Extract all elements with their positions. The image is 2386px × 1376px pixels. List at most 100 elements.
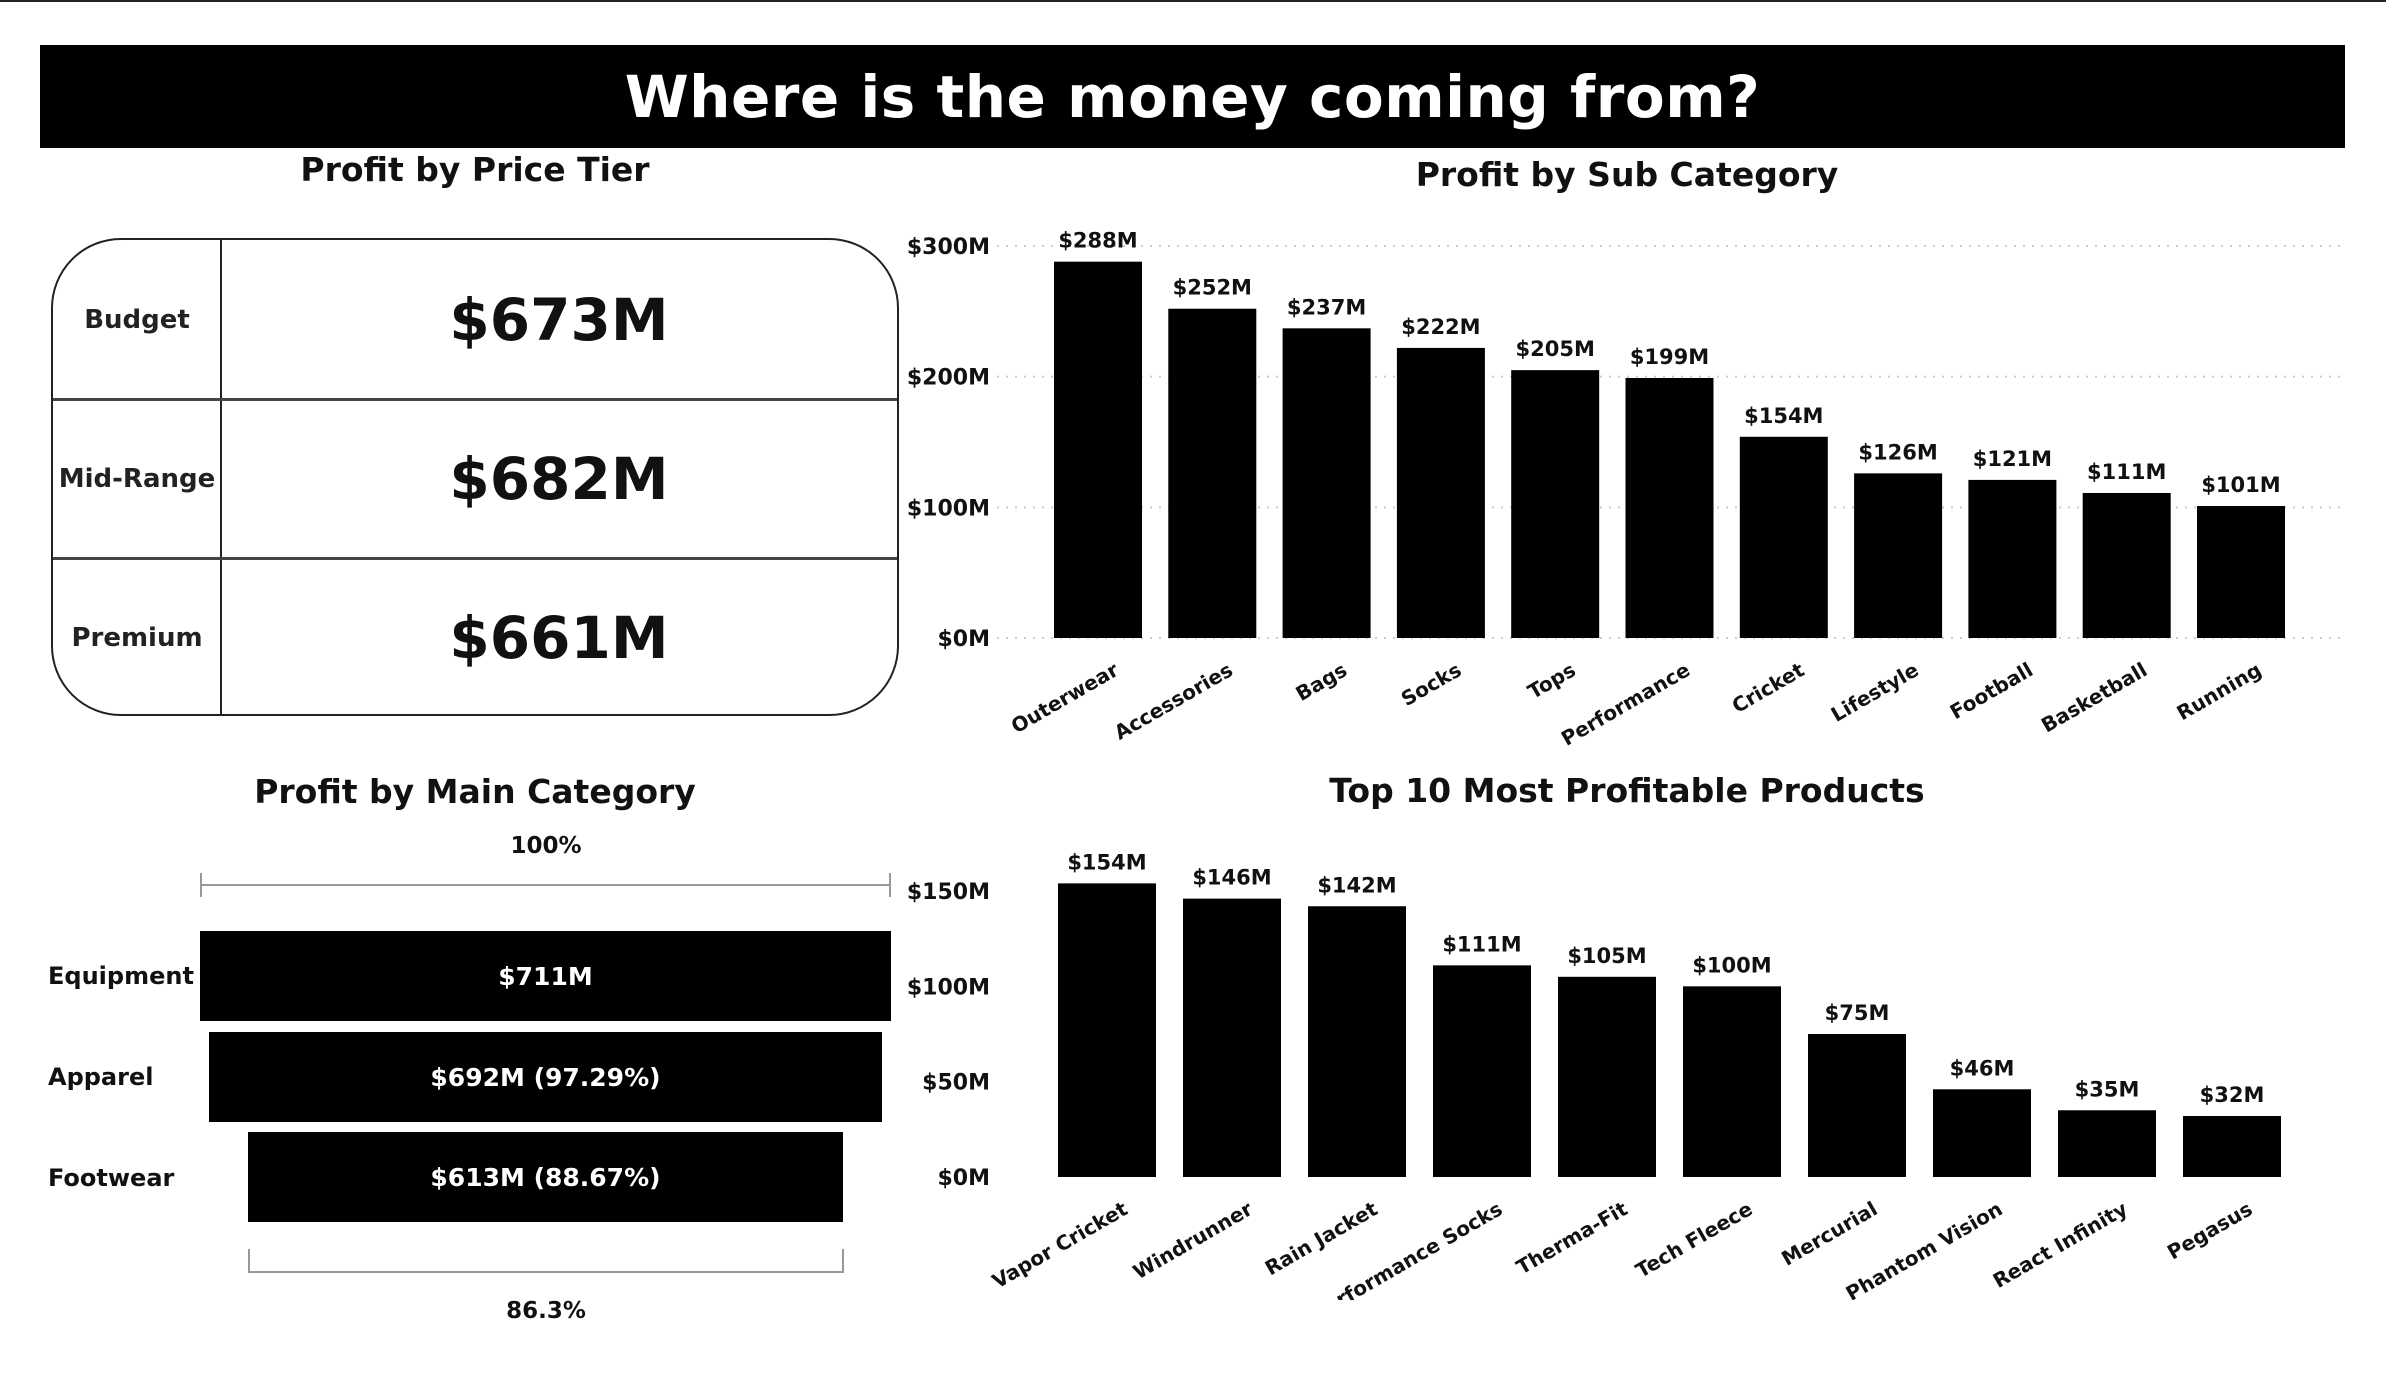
x-tick-label: Bags: [1291, 658, 1351, 706]
funnel-label-footwear: Footwear: [48, 1164, 175, 1192]
funnel-bottom-percent: 86.3%: [506, 1298, 586, 1324]
data-label: $199M: [1630, 345, 1709, 369]
data-label: $101M: [2201, 473, 2280, 497]
x-tick-label: React Infinity: [1989, 1197, 2132, 1293]
bar: [2183, 1115, 2281, 1177]
x-tick-label: Lifestyle: [1827, 658, 1923, 727]
funnel-top-bracket: [200, 884, 891, 886]
top-border: [0, 0, 2386, 2]
tier-divider-vertical: [220, 240, 222, 714]
x-tick-label: Accessories: [1110, 658, 1237, 745]
y-tick-label: $300M: [907, 235, 990, 260]
dashboard-banner: Where is the money coming from?: [40, 45, 2345, 148]
funnel-top-percent: 100%: [510, 833, 582, 859]
bar: [1308, 906, 1406, 1177]
data-label: $154M: [1744, 404, 1823, 428]
y-tick-label: $200M: [907, 366, 990, 391]
data-label: $252M: [1173, 276, 1252, 300]
data-label: $237M: [1287, 295, 1366, 319]
top-products-chart: Top 10 Most Profitable Products $0M $50M $1…: [907, 771, 2281, 1300]
main-category-title: Profit by Main Category: [254, 772, 696, 811]
data-label: $105M: [1567, 944, 1646, 968]
data-label: $154M: [1067, 850, 1146, 874]
bar: [1739, 436, 1828, 638]
tier-row-mid-range: Mid-Range $682M: [53, 399, 897, 558]
x-tick-label: Tech Fleece: [1631, 1197, 1756, 1283]
funnel-label-equipment: Equipment: [48, 962, 194, 990]
bar: [1168, 308, 1257, 638]
data-label: $46M: [1950, 1056, 2015, 1080]
bar: [1433, 965, 1531, 1177]
data-label: $111M: [1442, 932, 1521, 956]
y-tick-label: $150M: [907, 880, 990, 905]
funnel-bar-label: $711M: [498, 961, 593, 991]
x-tick-label: Performance Socks: [1307, 1197, 1507, 1300]
tier-value: $661M: [449, 603, 669, 672]
x-tick-label: Pegasus: [2163, 1197, 2256, 1265]
data-label: $111M: [2087, 460, 2166, 484]
tier-divider: [53, 398, 897, 401]
funnel-label-apparel: Apparel: [48, 1063, 154, 1091]
tier-label: Budget: [84, 304, 190, 335]
bar: [1054, 261, 1142, 638]
data-label: $32M: [2200, 1083, 2265, 1107]
bar: [1854, 473, 1943, 638]
tier-row-budget: Budget $673M: [53, 240, 897, 399]
funnel-bottom-bracket-tick: [248, 1249, 250, 1273]
data-label: $288M: [1058, 229, 1137, 253]
x-tick-label: Cricket: [1728, 657, 1809, 718]
bar: [1396, 347, 1485, 638]
x-tick-label: Vapor Cricket: [988, 1196, 1132, 1293]
bar: [2197, 506, 2285, 638]
x-tick-label: Tops: [1524, 658, 1580, 704]
bar: [1058, 883, 1156, 1177]
tier-row-premium: Premium $661M: [53, 558, 897, 714]
tier-value: $673M: [449, 285, 669, 354]
funnel-bottom-bracket-tick: [842, 1249, 844, 1273]
x-tick-label: Football: [1946, 658, 2037, 724]
price-tier-card: Budget $673M Mid-Range $682M Premium $66…: [51, 238, 899, 716]
data-label: $142M: [1317, 873, 1396, 897]
data-label: $146M: [1192, 866, 1271, 890]
bar: [1933, 1089, 2031, 1177]
bar: [1683, 986, 1781, 1177]
data-label: $126M: [1858, 440, 1937, 464]
bar: [2082, 492, 2171, 638]
x-tick-label: Therma-Fit: [1512, 1196, 1632, 1279]
funnel-top-bracket-tick: [889, 873, 891, 897]
price-tier-title: Profit by Price Tier: [300, 150, 650, 189]
bar: [1808, 1034, 1906, 1177]
data-label: $35M: [2075, 1077, 2140, 1101]
bar: [1968, 479, 2057, 638]
data-label: $100M: [1692, 953, 1771, 977]
tier-label: Premium: [71, 622, 203, 653]
bar: [1282, 328, 1371, 638]
x-tick-label: Rain Jacket: [1261, 1196, 1382, 1280]
y-tick-label: $100M: [907, 975, 990, 1000]
funnel-bar-label: $692M (97.29%): [430, 1062, 661, 1092]
chart-title: Profit by Sub Category: [1416, 155, 1839, 194]
y-tick-label: $100M: [907, 496, 990, 521]
funnel-bar: $692M (97.29%): [209, 1032, 882, 1122]
y-tick-label: $50M: [922, 1071, 990, 1096]
tier-value: $682M: [449, 444, 669, 513]
dashboard-title: Where is the money coming from?: [624, 62, 1761, 131]
x-tick-label: Windrunner: [1129, 1196, 1257, 1284]
funnel-bar: $613M (88.67%): [247, 1132, 844, 1222]
bar: [1625, 377, 1714, 638]
x-tick-label: Mercurial: [1777, 1197, 1881, 1271]
data-label: $222M: [1401, 315, 1480, 339]
x-tick-label: Running: [2172, 658, 2265, 726]
bar: [1558, 976, 1656, 1177]
x-tick-label: Socks: [1397, 658, 1465, 711]
funnel-bottom-bracket: [248, 1271, 844, 1273]
x-tick-label: Basketball: [2037, 658, 2151, 738]
tier-label: Mid-Range: [58, 463, 216, 494]
tier-divider: [53, 557, 897, 560]
y-tick-label: $0M: [937, 1166, 990, 1191]
bar: [1511, 370, 1600, 638]
data-label: $205M: [1516, 337, 1595, 361]
bar: [2058, 1110, 2156, 1177]
y-tick-label: $0M: [937, 627, 990, 652]
bar: [1183, 898, 1281, 1177]
